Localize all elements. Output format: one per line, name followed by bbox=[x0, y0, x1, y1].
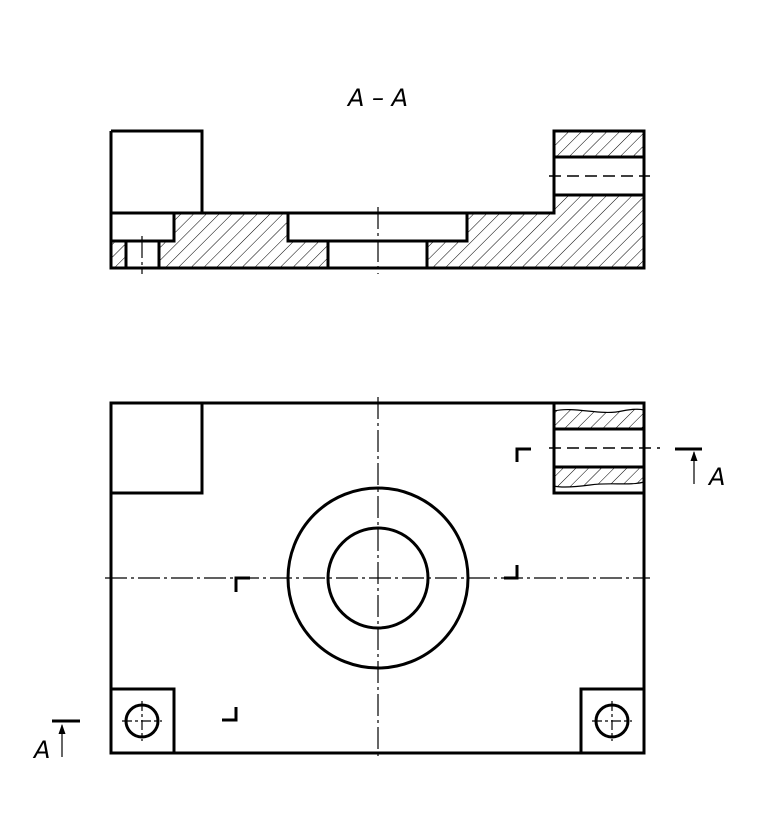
section-view: A – A bbox=[109, 84, 650, 274]
hatch-left-small bbox=[111, 241, 126, 268]
cutting-plane-path bbox=[222, 447, 531, 722]
hatch-left-base bbox=[159, 213, 328, 268]
cut-label-right: A bbox=[707, 463, 725, 491]
cut-corner-2 bbox=[504, 565, 519, 580]
plan-view: A A bbox=[32, 397, 725, 764]
section-title: A – A bbox=[346, 84, 408, 112]
plan-boss-top-left bbox=[111, 403, 204, 495]
cut-label-left: A bbox=[32, 736, 50, 764]
hatch-breakout-lower bbox=[554, 467, 644, 488]
plan-boss-top-right bbox=[552, 403, 644, 495]
cut-indicator-right: A bbox=[675, 447, 725, 491]
section-left-step bbox=[111, 213, 176, 243]
cut-corner-4 bbox=[222, 707, 238, 722]
section-outer-contour bbox=[109, 129, 646, 270]
hatch-right-base bbox=[427, 195, 644, 268]
cut-arrow-left-head bbox=[58, 724, 66, 734]
hatch-right-top bbox=[554, 131, 644, 157]
breakout-wavy-bottom bbox=[553, 481, 645, 488]
cut-arrow-right-head bbox=[690, 451, 698, 461]
cut-corner-3 bbox=[234, 576, 250, 592]
breakout-wavy-top bbox=[553, 408, 645, 414]
plan-corner-pad-left bbox=[111, 687, 176, 753]
cut-indicator-left: A bbox=[32, 719, 80, 764]
cut-corner-1 bbox=[515, 447, 531, 462]
hatch-breakout-upper bbox=[554, 409, 644, 429]
plan-corner-pad-right bbox=[579, 687, 644, 753]
